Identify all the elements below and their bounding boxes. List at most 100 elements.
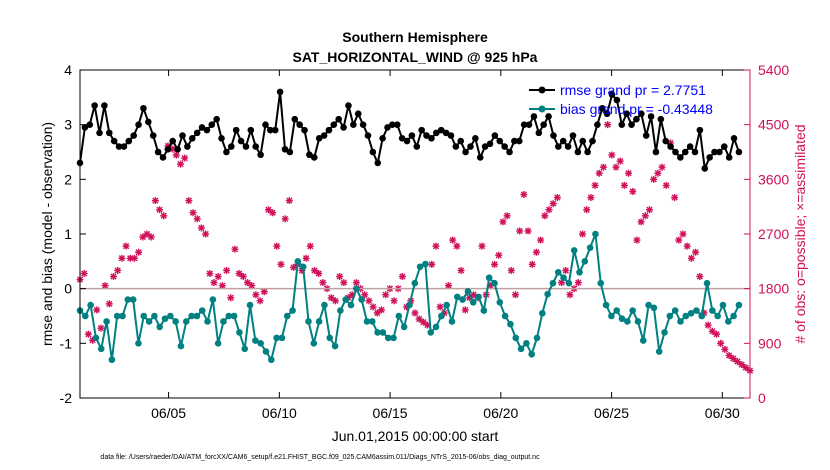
- obs-point-stroke: [457, 267, 465, 274]
- rmse-point: [120, 143, 128, 150]
- bias-point: [82, 312, 89, 320]
- obs-point: [696, 273, 704, 281]
- rmse-point: [515, 137, 523, 145]
- bias-point: [230, 312, 238, 320]
- chart-subtitle: SAT_HORIZONTAL_WIND @ 925 hPa: [293, 49, 538, 65]
- rmse-point: [672, 148, 679, 156]
- obs-point-stroke: [286, 197, 293, 204]
- obs-point: [193, 215, 201, 223]
- bias-point: [97, 345, 105, 353]
- obs-point: [277, 260, 285, 268]
- obs-point-stroke: [223, 267, 230, 274]
- y-axis-label: rmse and bias (model - observation): [39, 122, 55, 346]
- obs-point: [679, 230, 687, 238]
- obs-point-stroke: [663, 182, 670, 189]
- obs-point: [290, 263, 298, 271]
- obs-point-stroke: [658, 164, 666, 171]
- obs-point-stroke: [717, 340, 724, 347]
- obs-point-stroke: [478, 243, 486, 250]
- obs-point-stroke: [529, 261, 536, 268]
- obs-point-stroke: [650, 176, 657, 183]
- bias-point: [560, 274, 567, 282]
- bias-point: [257, 340, 264, 347]
- rmse-point: [677, 154, 684, 161]
- bias-point: [400, 323, 408, 331]
- rmse-point: [359, 121, 367, 128]
- obs-point-stroke: [621, 182, 628, 189]
- rmse-point: [647, 113, 655, 120]
- obs-point-stroke: [524, 227, 532, 235]
- obs-point-stroke: [202, 230, 209, 238]
- obs-point-stroke: [512, 291, 519, 298]
- bias-point: [533, 334, 541, 342]
- bias-point: [294, 258, 302, 265]
- obs-point-stroke: [139, 233, 146, 241]
- obs-point-stroke: [93, 306, 100, 314]
- obs-point: [365, 297, 373, 305]
- bias-point: [416, 263, 424, 271]
- obs-point: [436, 303, 444, 311]
- obs-point-stroke: [97, 325, 105, 332]
- obs-point-stroke: [721, 346, 728, 353]
- bias-point: [719, 301, 727, 309]
- obs-point-stroke: [152, 197, 159, 204]
- rmse-point: [559, 137, 567, 145]
- bias-point: [124, 296, 132, 303]
- rmse-point: [296, 121, 303, 128]
- obs-point-stroke: [725, 352, 733, 359]
- bias-point: [129, 296, 137, 303]
- obs-point: [687, 254, 695, 262]
- rmse-point: [164, 145, 172, 153]
- bias-point: [549, 279, 557, 287]
- bias-point: [507, 320, 514, 328]
- obs-point: [135, 248, 143, 256]
- obs-point: [101, 282, 109, 290]
- obs-point: [574, 279, 582, 287]
- y-tick-label: 1: [64, 226, 72, 242]
- bias-point: [92, 334, 100, 342]
- obs-point-stroke: [315, 270, 322, 277]
- rmse-point: [115, 143, 123, 150]
- rmse-point: [472, 135, 479, 142]
- obs-point-stroke: [277, 261, 285, 268]
- bias-point: [268, 356, 275, 364]
- obs-point: [583, 206, 591, 214]
- obs-point-stroke: [520, 191, 527, 198]
- bias-point: [156, 323, 164, 331]
- obs-point: [528, 260, 536, 268]
- obs-point: [244, 279, 251, 287]
- obs-point: [256, 297, 264, 305]
- bias-point: [501, 312, 509, 320]
- bias-point: [581, 258, 589, 265]
- rmse-point: [701, 165, 709, 172]
- obs-point: [683, 242, 691, 250]
- obs-point-stroke: [684, 243, 691, 250]
- obs-point: [713, 330, 720, 338]
- obs-point: [122, 242, 130, 250]
- bias-point: [698, 312, 706, 320]
- rmse-point: [271, 126, 279, 134]
- bias-point: [724, 318, 732, 325]
- obs-point-stroke: [742, 364, 749, 371]
- obs-point: [620, 181, 628, 189]
- obs-point-stroke: [692, 249, 699, 256]
- obs-point-stroke: [240, 273, 247, 280]
- bias-point: [709, 307, 716, 314]
- obs-point: [729, 355, 737, 363]
- obs-point-stroke: [545, 206, 553, 213]
- obs-point-stroke: [248, 282, 255, 289]
- bias-point: [236, 329, 243, 336]
- obs-point-stroke: [282, 215, 289, 222]
- obs-point: [84, 330, 92, 338]
- bias-point: [113, 312, 121, 320]
- legend: rmse grand pr = 2.7751 bias grand pr = -…: [529, 82, 713, 117]
- rmse-point: [633, 115, 640, 123]
- rmse-point: [408, 132, 416, 139]
- bias-point: [491, 279, 498, 287]
- bias-point: [639, 337, 647, 344]
- obs-point: [281, 215, 289, 223]
- rmse-point: [174, 145, 181, 153]
- obs-point-stroke: [131, 255, 138, 262]
- obs-point: [671, 194, 679, 202]
- bias-point: [87, 301, 94, 309]
